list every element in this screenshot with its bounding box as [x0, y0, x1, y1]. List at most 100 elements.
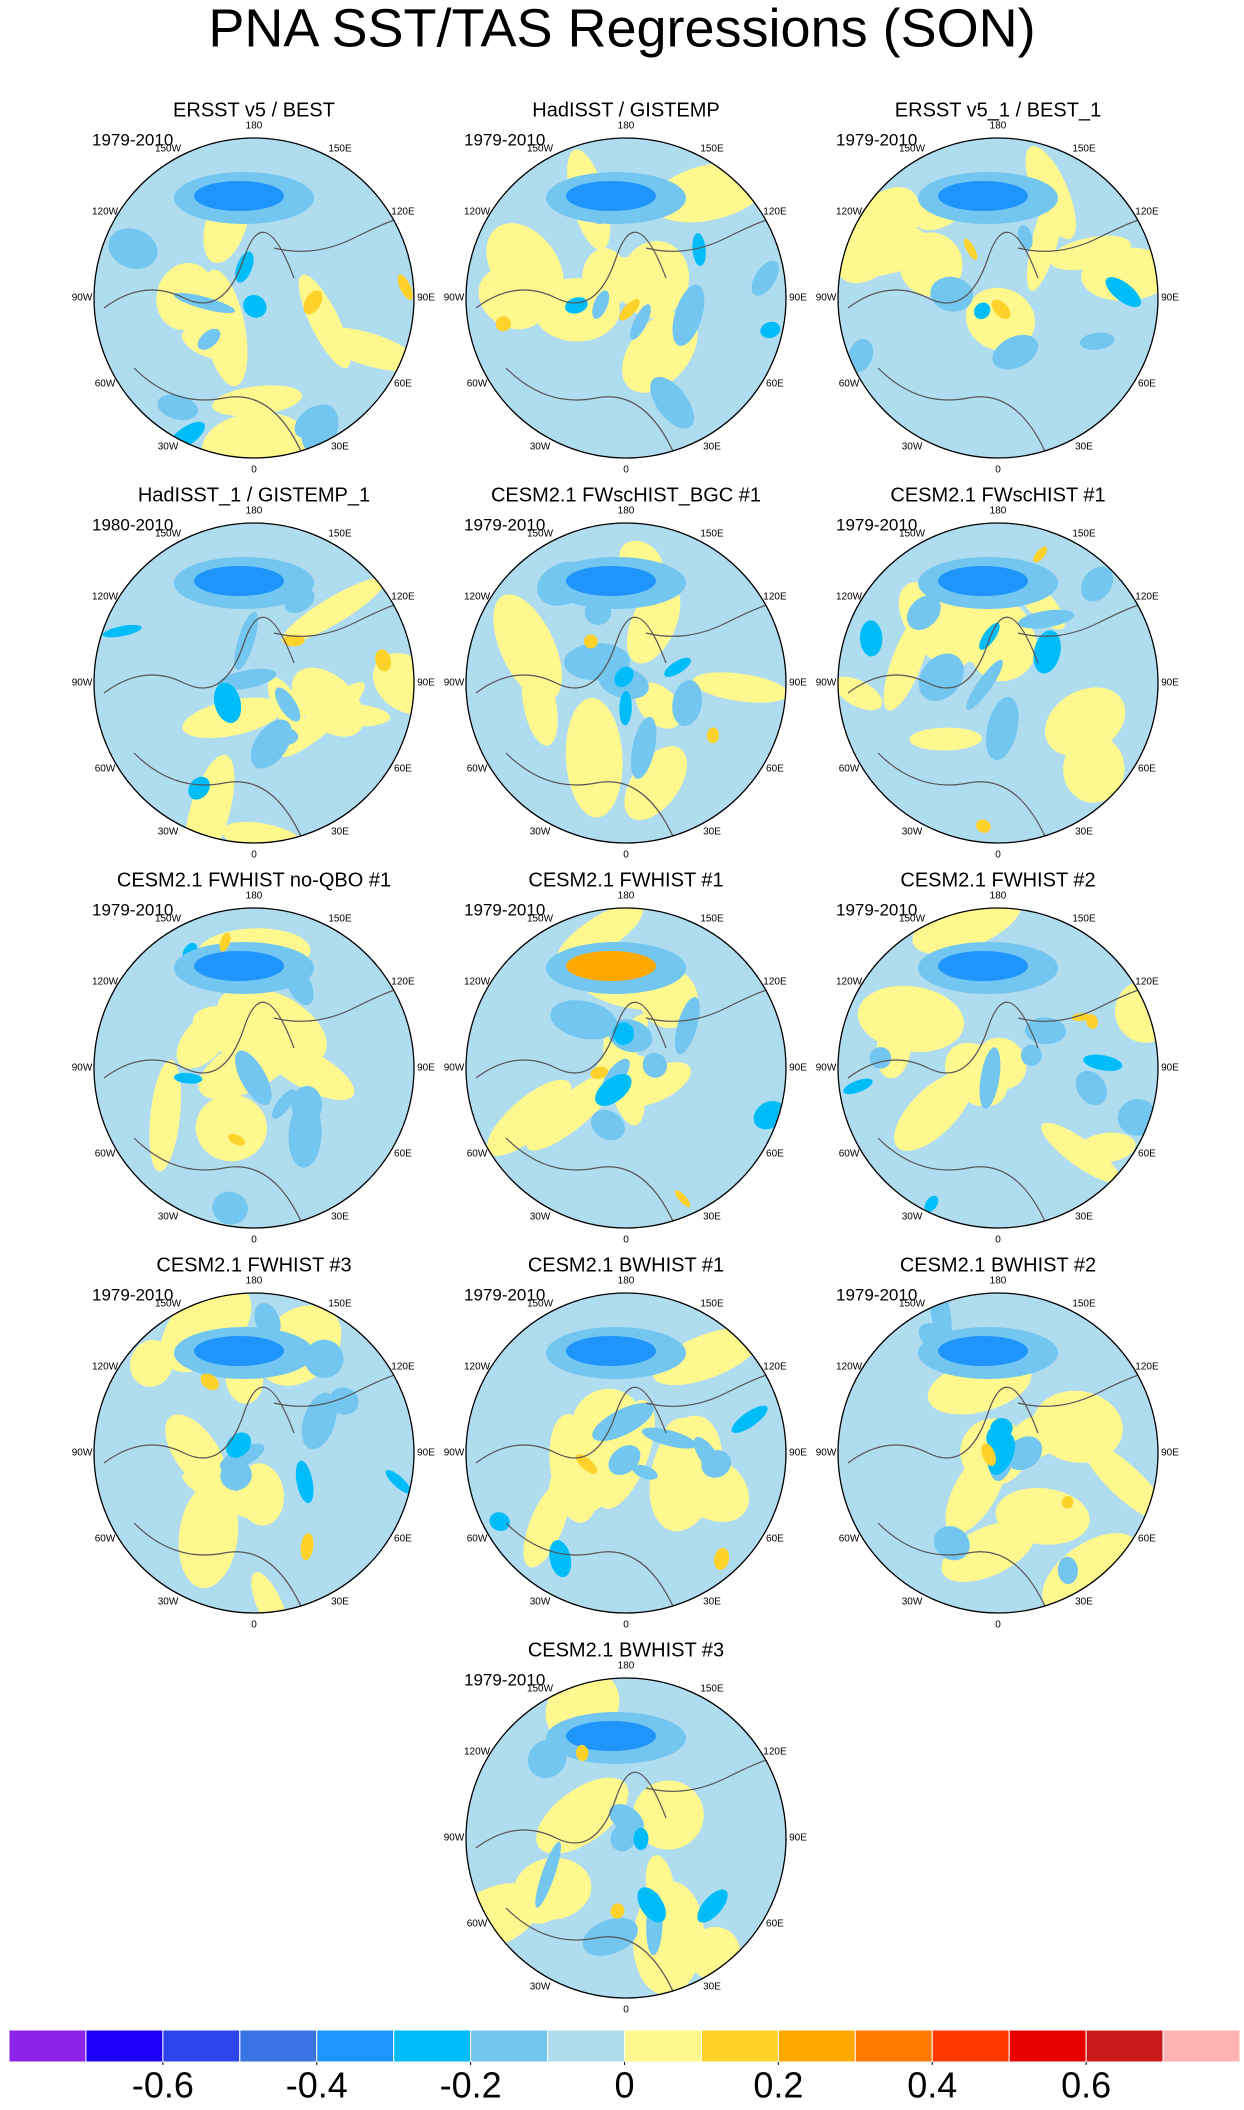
map-shading [304, 1339, 344, 1379]
longitude-label: 30W [530, 1597, 551, 1608]
panel-period: 1979-2010 [836, 515, 917, 534]
panel-period: 1979-2010 [836, 1285, 917, 1304]
map-shading [612, 1022, 635, 1046]
map-shading [282, 634, 305, 647]
map-outline [465, 522, 787, 844]
map-shading [701, 1450, 732, 1478]
map-shading [1057, 1556, 1078, 1585]
panel-title: CESM2.1 FWscHIST_BGC #1 [491, 484, 761, 506]
longitude-label: 90E [789, 1063, 807, 1074]
longitude-label: 0 [251, 850, 257, 861]
colorbar-box [777, 2029, 856, 2063]
map-shading [692, 233, 706, 267]
longitude-label: 180 [618, 891, 635, 902]
longitude-label: 120E [391, 207, 415, 218]
map-shading [495, 316, 511, 332]
longitude-label: 120W [464, 207, 491, 218]
longitude-label: 120W [464, 1362, 491, 1373]
map-shading [251, 1571, 289, 1613]
longitude-label: 150E [1072, 914, 1096, 925]
map-shading [838, 223, 931, 277]
colorbar-box [547, 2029, 625, 2063]
longitude-label: 30W [530, 827, 551, 838]
map-panel: CESM2.1 BWHIST #3 1979-2010 180 150E 120E 90E… [444, 1639, 808, 2015]
map-shading [1083, 1054, 1123, 1071]
map-shading [566, 566, 656, 596]
longitude-label: 30E [331, 1212, 349, 1223]
longitude-label: 0 [623, 1620, 629, 1631]
map-shading [195, 1094, 268, 1162]
map-shading [197, 328, 221, 350]
map-shading [590, 1109, 625, 1141]
colorbar-box [624, 2029, 702, 2063]
map-shading [630, 716, 657, 779]
map-shading [918, 653, 964, 701]
map-shading [641, 1427, 697, 1449]
longitude-label: 30E [1075, 442, 1093, 453]
longitude-label: 180 [246, 891, 263, 902]
colorbar-box [85, 2029, 164, 2063]
map-shading [194, 566, 284, 596]
map-shading [991, 299, 1011, 320]
map-shading [216, 668, 277, 690]
longitude-label: 60E [394, 379, 412, 390]
longitude-label: 60W [839, 379, 860, 390]
longitude-label: 0 [251, 1235, 257, 1246]
longitude-label: 30W [530, 442, 551, 453]
longitude-label: 30W [158, 1212, 179, 1223]
longitude-label: 60W [95, 379, 116, 390]
map-shading [987, 1433, 1016, 1475]
map-shading [595, 1073, 632, 1106]
map-shading [979, 1047, 1001, 1109]
map-shading [271, 1089, 296, 1119]
longitude-label: 60E [1138, 1149, 1156, 1160]
map-shading [385, 1469, 412, 1494]
map-shading [149, 1059, 182, 1172]
longitude-label: 120E [391, 592, 415, 603]
map-shading [566, 951, 656, 981]
longitude-label: 60E [766, 1534, 784, 1545]
map-field [94, 138, 414, 458]
longitude-label: 30E [703, 1982, 721, 1993]
longitude-label: 60W [467, 764, 488, 775]
longitude-label: 120E [391, 1362, 415, 1373]
longitude-label: 150W [527, 529, 554, 540]
map-shading [664, 657, 691, 677]
map-shading [760, 321, 781, 339]
map-shading [536, 1777, 629, 1854]
longitude-label: 120E [763, 1362, 787, 1373]
map-shading [985, 696, 1019, 761]
longitude-label: 30W [902, 827, 923, 838]
colorbar-box [931, 2029, 1010, 2063]
longitude-label: 180 [990, 891, 1007, 902]
map-shading [219, 932, 231, 952]
longitude-label: 60E [394, 1534, 412, 1545]
map-shading [941, 1520, 1036, 1582]
map-field [94, 523, 414, 843]
map-outline [837, 907, 1159, 1229]
map-panel: CESM2.1 FWHIST no-QBO #1 1979-2010 180 150E… [72, 869, 436, 1245]
map-shading [493, 594, 562, 701]
longitude-label: 30E [331, 1597, 349, 1608]
colorbar-box [700, 2029, 779, 2063]
map-shading [317, 327, 414, 372]
longitude-label: 90E [1161, 678, 1179, 689]
map-shading [924, 1195, 939, 1212]
longitude-label: 90E [417, 1063, 435, 1074]
longitude-label: 150E [328, 1299, 352, 1310]
longitude-label: 90W [816, 1448, 837, 1459]
longitude-label: 150W [155, 914, 182, 925]
map-shading [583, 634, 598, 649]
map-shading [608, 1445, 641, 1476]
longitude-label: 120E [763, 977, 787, 988]
longitude-label: 180 [618, 1661, 635, 1672]
map-shading [375, 649, 392, 672]
longitude-label: 60W [467, 1149, 488, 1160]
map-shading [637, 1887, 666, 1923]
colorbar-tick-label: 0.6 [1061, 2065, 1111, 2106]
colorbar-box [854, 2029, 933, 2063]
map-shading [938, 566, 1028, 596]
map-outline [93, 1292, 415, 1614]
panel-period: 1979-2010 [464, 1285, 545, 1304]
